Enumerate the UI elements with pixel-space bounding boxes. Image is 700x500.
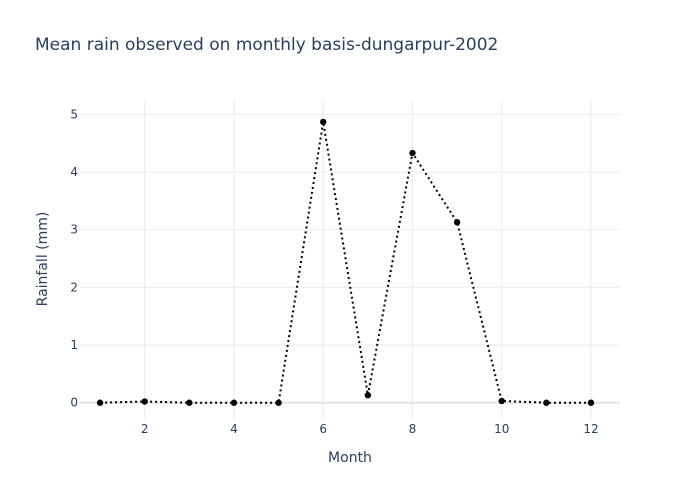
data-point[interactable] (141, 398, 148, 405)
data-point[interactable] (320, 118, 327, 126)
x-tick-label: 12 (583, 422, 598, 436)
y-tick-label: 0 (70, 396, 78, 410)
series-layer (96, 118, 595, 406)
y-tick-label: 3 (70, 223, 78, 237)
data-point[interactable] (498, 397, 505, 405)
grid (80, 100, 620, 420)
data-point[interactable] (543, 399, 550, 406)
series-line (100, 121, 591, 404)
y-tick-label: 2 (70, 280, 78, 294)
x-tick-label: 8 (409, 422, 417, 436)
data-point[interactable] (96, 399, 104, 406)
y-axis-ticks: 0 1 2 3 4 5 (70, 107, 78, 409)
y-tick-label: 4 (70, 165, 78, 179)
data-point[interactable] (186, 399, 193, 406)
data-point[interactable] (364, 392, 372, 399)
data-point[interactable] (587, 399, 595, 406)
x-tick-label: 4 (230, 422, 238, 436)
data-point[interactable] (275, 399, 282, 406)
chart-title: Mean rain observed on monthly basis-dung… (35, 35, 498, 55)
y-axis-title: Rainfall (mm) (35, 212, 51, 307)
x-tick-label: 2 (141, 422, 149, 436)
y-tick-label: 1 (70, 338, 78, 352)
y-tick-label: 5 (70, 107, 78, 121)
data-point[interactable] (453, 219, 461, 226)
x-axis-title: Month (328, 450, 372, 466)
x-axis-ticks: 2 4 6 8 10 12 (141, 422, 599, 436)
x-tick-label: 6 (319, 422, 327, 436)
data-point[interactable] (409, 149, 416, 157)
x-tick-label: 10 (494, 422, 509, 436)
data-point[interactable] (230, 399, 238, 406)
